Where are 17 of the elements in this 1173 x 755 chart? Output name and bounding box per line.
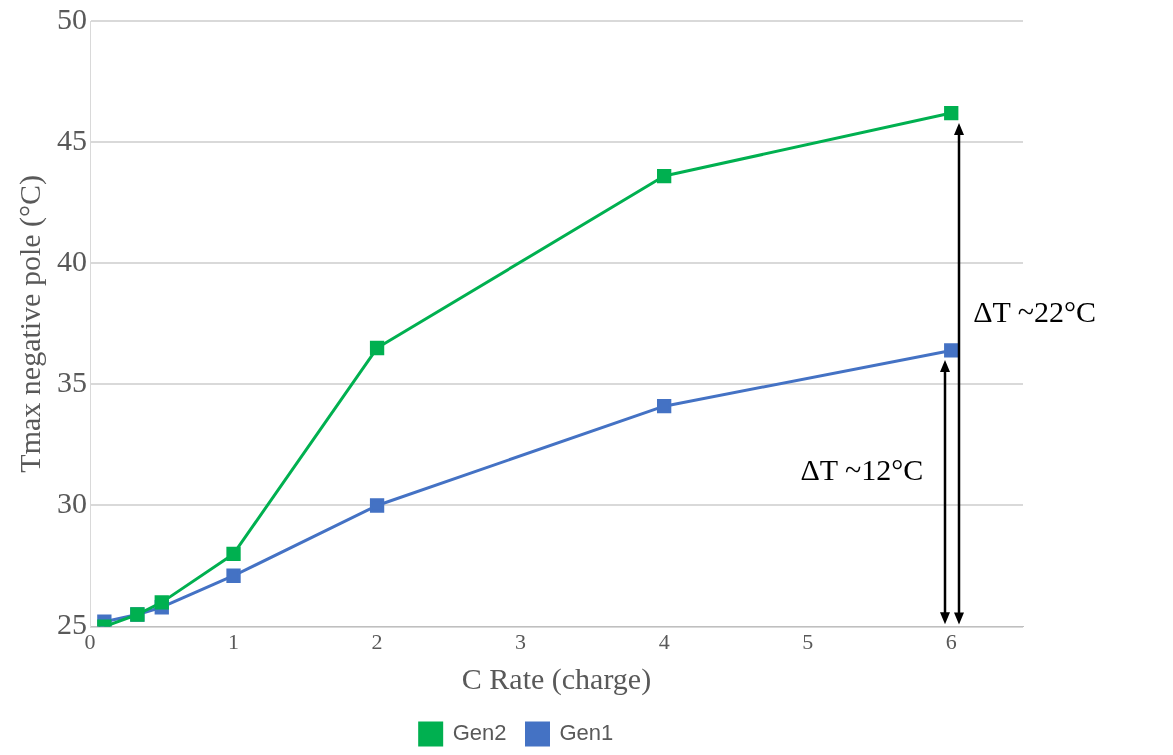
x-tick-label: 3 xyxy=(515,628,527,654)
y-tick-label: 40 xyxy=(57,244,87,278)
y-tick-label: 45 xyxy=(57,122,87,156)
x-axis-title: C Rate (charge) xyxy=(461,661,652,696)
x-tick-label: 2 xyxy=(371,628,383,654)
y-tick-label: 30 xyxy=(57,486,87,520)
y-axis-title: Tmax negative pole (°C) xyxy=(12,174,47,473)
y-tick-label: 35 xyxy=(57,365,87,399)
y-tick-label: 50 xyxy=(57,1,87,35)
annotation: ΔT ~12°C xyxy=(800,453,924,487)
x-tick-label: 5 xyxy=(802,628,814,654)
x-tick-label: 1 xyxy=(228,628,240,654)
x-tick-label: 4 xyxy=(658,628,670,654)
legend-label: Gen1 xyxy=(559,720,614,746)
x-tick-label: 6 xyxy=(945,628,957,654)
legend-label: Gen2 xyxy=(452,720,507,746)
annotation: ΔT ~22°C xyxy=(973,294,1097,328)
